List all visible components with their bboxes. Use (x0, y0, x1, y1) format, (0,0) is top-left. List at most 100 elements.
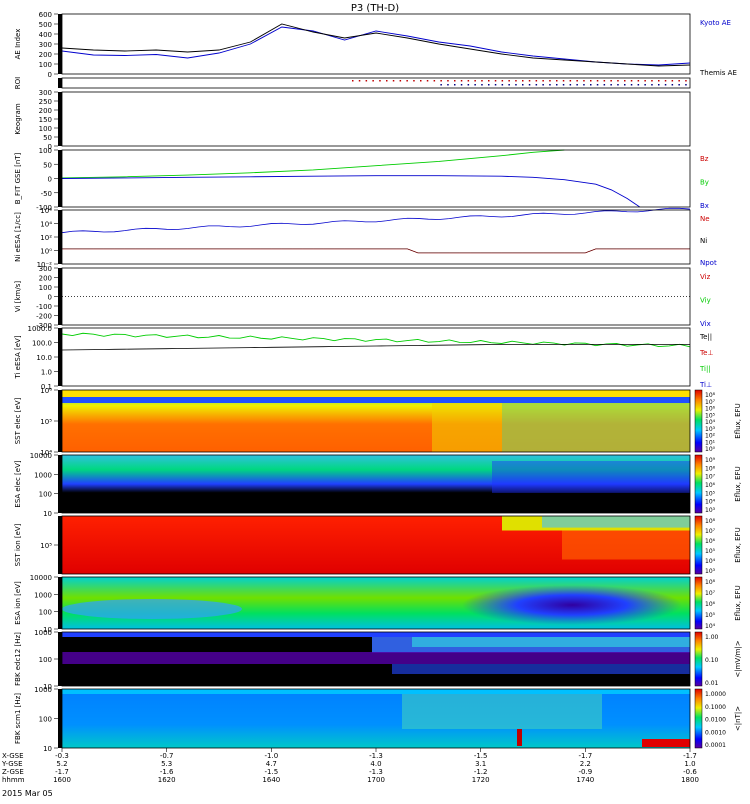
roi-mark (372, 80, 374, 82)
x-tick-label-zgse: -1.7 (55, 768, 69, 776)
panel-marker (58, 210, 62, 264)
y-tick-label: 1.0 (41, 369, 52, 377)
y-tick-label: 1000 (34, 686, 52, 694)
y-tick-label: 0 (48, 176, 52, 184)
colorbar-label: <|nT|> (734, 706, 742, 731)
x-tick-label-ygse: 5.2 (56, 760, 67, 768)
roi-mark (664, 80, 667, 82)
x-axis: X-GSEY-GSEZ-GSEhhmm-0.35.2-1.71600-0.75.… (1, 748, 699, 784)
roi-mark (474, 84, 476, 86)
spectrogram-region (432, 403, 690, 452)
panel-temperature: Ti eESA [eV] 1000.0 100.0 10.0 1.0 0.1 Te|| Te⊥… (14, 325, 714, 391)
y-tick-label: 100 (39, 61, 52, 69)
roi-mark (494, 84, 497, 86)
colorbar: 10⁸ 10⁷ 10⁶ 10⁵ 10⁴ 10³ Eflux, EFU (694, 515, 742, 575)
x-tick-label-xgse: -1.7 (683, 752, 697, 760)
roi-mark (515, 80, 517, 82)
roi-mark (583, 80, 585, 82)
y-tick-label: 150 (39, 116, 52, 124)
colorbar-tick-label: 10⁶ (705, 538, 716, 545)
panel-frame (61, 149, 691, 208)
x-tick-label-ygse: 1.0 (684, 760, 695, 768)
y-tick-label: 400 (39, 31, 52, 39)
colorbar-tick-label: 10⁴ (705, 623, 716, 630)
colorbar-tick-label: 10⁷ (705, 590, 716, 597)
y-axis-label: ESA ion [eV] (14, 581, 22, 625)
y-tick-label: 100 (39, 609, 52, 617)
legend-entry: Viy (700, 297, 711, 305)
colorbar-tick-label: 10⁵ (705, 612, 716, 619)
x-tick-label-ygse: 2.2 (580, 760, 591, 768)
roi-mark (501, 84, 504, 86)
roi-mark (494, 80, 497, 82)
y-tick-label: 0.1 (41, 383, 52, 391)
roi-mark (658, 80, 660, 82)
spectrogram-region (492, 461, 690, 493)
legend-entry: Ne (700, 215, 710, 223)
roi-mark (637, 80, 640, 82)
roi-mark (624, 80, 626, 82)
roi-mark (488, 80, 490, 82)
roi-mark (447, 80, 449, 82)
colorbar-tick-label: 10³ (705, 568, 716, 575)
roi-mark (515, 84, 517, 86)
x-tick-label-zgse: -1.3 (369, 768, 383, 776)
spectrogram-region (542, 516, 690, 528)
y-tick-label: 10⁵ (40, 418, 52, 426)
roi-mark (542, 80, 544, 82)
roi-mark (617, 80, 619, 82)
colorbar-tick-label: 10⁸ (705, 579, 716, 586)
panel-marker (58, 390, 62, 452)
roi-mark (440, 80, 442, 82)
y-axis-label: B_FIT GSE [nT] (14, 152, 22, 204)
x-tick-label-ygse: 4.7 (266, 760, 277, 768)
y-tick-label: 250 (39, 98, 52, 106)
roi-mark (617, 84, 619, 86)
spectrogram-blob (62, 599, 242, 619)
y-tick-label: 50 (43, 134, 52, 142)
legend-entry: Npot (700, 259, 717, 267)
roi-mark (399, 80, 402, 82)
series-themis-ae (61, 23, 691, 67)
y-tick-label: -100 (36, 204, 52, 212)
colorbar-tick-label: 0.0100 (705, 717, 726, 724)
panel-sst_i: SST ion [eV] 10⁵ 10⁸ 10⁷ 10⁶ 10⁵ 10⁴ 10³ Eflux, … (14, 515, 742, 575)
roi-mark (413, 80, 415, 82)
colorbar-scale (694, 515, 703, 575)
spectrogram-band (62, 632, 690, 637)
spectrogram-spike (517, 729, 522, 746)
roi-mark (556, 84, 558, 86)
x-tick-label-time: 1700 (367, 776, 385, 784)
y-tick-label: 10⁴ (40, 449, 52, 457)
colorbar-tick-label: 10⁸ (705, 392, 716, 399)
y-axis-label: Ni eESA [1/cc] (14, 212, 22, 262)
spectrogram-band (62, 397, 690, 403)
y-tick-label: 10.0 (36, 354, 52, 362)
roi-mark (596, 84, 599, 86)
y-tick-label: -50 (41, 190, 52, 198)
colorbar-tick-label: 10⁴ (705, 558, 716, 565)
y-tick-label: 200 (39, 51, 52, 59)
y-tick-label: 100.0 (32, 340, 52, 348)
x-tick-label-ygse: 3.1 (475, 760, 486, 768)
colorbar-tick-label: 1.00 (705, 634, 719, 641)
roi-mark (467, 84, 470, 86)
roi-mark (637, 84, 640, 86)
roi-mark (522, 84, 524, 86)
roi-mark (576, 84, 578, 86)
y-axis-label: Vi [km/s] (14, 281, 22, 312)
colorbar-label: Eflux, EFU (734, 466, 742, 501)
x-axis-row-label: X-GSE (2, 752, 24, 760)
panel-esa_i: ESA ion [eV]1000010001001010⁸10⁷10⁶10⁵10… (14, 574, 742, 634)
colorbar-label: Eflux, EFU (734, 403, 742, 438)
spectrogram-band (62, 390, 690, 397)
roi-mark (630, 84, 633, 86)
panel-fbk_e: FBK edc12 [Hz] 1000 100 10 1.00 0.10 0.01 <|mV/… (14, 629, 742, 691)
y-tick-label: 10² (40, 234, 52, 242)
legend-entry: Viz (700, 273, 711, 281)
colorbar-tick-label: 10⁵ (705, 412, 716, 419)
roi-mark (420, 80, 422, 82)
colorbar: 1.0000 0.1000 0.0100 0.0010 0.0001 <|nT|> (694, 688, 742, 749)
roi-mark (644, 84, 646, 86)
